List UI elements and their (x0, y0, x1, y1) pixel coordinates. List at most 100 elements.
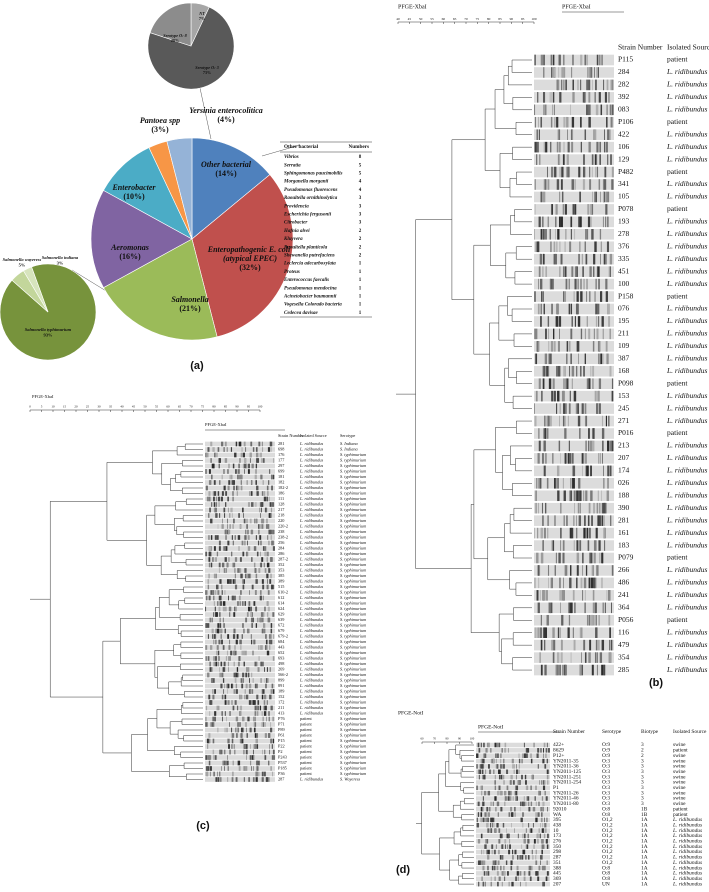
gel-band (256, 738, 258, 744)
gel-band (205, 469, 207, 474)
gel-band (208, 513, 210, 518)
gel-band (569, 241, 572, 253)
gel-band (258, 771, 260, 777)
gel-band (548, 353, 550, 365)
gel-band (589, 527, 591, 539)
gel-band (227, 595, 229, 601)
cell: L. ridibundus (666, 403, 708, 412)
panel-label: (b) (649, 677, 663, 689)
gel-band (527, 801, 530, 807)
gel-band (589, 291, 591, 302)
gel-band (593, 614, 595, 626)
gel-band (487, 871, 490, 876)
gel-band (478, 774, 481, 780)
gel-band (233, 518, 235, 524)
gel-lane (534, 328, 614, 340)
gel-band (553, 390, 556, 402)
gel-band (249, 755, 252, 760)
gel-band (584, 241, 586, 253)
gel-band (213, 771, 215, 777)
gel-band (513, 769, 515, 775)
gel-band (252, 617, 254, 623)
gel-band (562, 664, 564, 676)
cell: L. ridibundus (666, 565, 708, 574)
cell: 392 (618, 92, 630, 101)
gel-band (480, 806, 483, 812)
gel-band (231, 683, 234, 689)
cell: P22 (278, 743, 285, 748)
gel-band (549, 602, 553, 614)
table-cell: Kluyvera (283, 237, 303, 242)
gel-band (549, 229, 551, 240)
gel-band (233, 628, 236, 634)
gel-band (485, 748, 488, 753)
gel-band (590, 465, 591, 477)
gel-band (255, 777, 258, 782)
gel-band (234, 749, 236, 755)
gel-title: PFGE-XbaI (205, 422, 227, 427)
gel-band (254, 716, 256, 722)
gel-band (570, 216, 573, 228)
gel-band (571, 129, 574, 140)
gel-band (205, 623, 208, 628)
cell: L. ridibundus (672, 855, 702, 861)
cell: O:3 (602, 758, 610, 764)
cell: 1A (641, 855, 648, 861)
gel-band (543, 780, 545, 785)
gel-band (213, 502, 216, 507)
gel-band (209, 507, 211, 513)
gel-band (545, 748, 548, 753)
gel-band (609, 253, 613, 265)
gel-band (542, 378, 545, 389)
scale-label: 90 (458, 737, 462, 741)
gel-band (576, 527, 578, 539)
gel-band (497, 790, 499, 796)
gel-band (246, 612, 249, 617)
gel-band (272, 755, 276, 760)
gel-band (216, 755, 218, 760)
gel-band (264, 507, 266, 513)
gel-band (505, 860, 508, 865)
gel-band (224, 441, 227, 447)
gel-band (493, 769, 495, 775)
gel-band (516, 769, 517, 775)
cell: patient (667, 55, 688, 64)
gel-band (510, 806, 513, 812)
cell: L. ridibundus (666, 217, 708, 226)
gel-band (552, 378, 555, 389)
cell: 652 (278, 650, 284, 655)
gel-band (205, 656, 208, 661)
gel-band (611, 602, 612, 614)
gel-band (555, 552, 557, 564)
gel-band (269, 502, 272, 507)
gel-band (270, 623, 272, 628)
cell: S. typhimurium (340, 622, 366, 627)
gel-band (227, 634, 230, 639)
gel-band (514, 828, 515, 833)
gel-band (241, 634, 243, 639)
gel-band (209, 617, 212, 623)
gel-band (488, 769, 492, 775)
gel-band (502, 871, 505, 876)
cell: O:8 (602, 812, 610, 818)
gel-band (586, 278, 588, 290)
gel-band (553, 478, 556, 489)
gel-band (535, 353, 538, 365)
gel-band (543, 828, 544, 833)
gel-band (565, 79, 567, 91)
gel-band (267, 551, 269, 557)
gel-band (578, 540, 581, 551)
gel-band (226, 716, 227, 722)
gel-band (245, 766, 248, 771)
gel-band (580, 291, 583, 302)
cell: S. typhimurium (340, 523, 366, 528)
gel-band (251, 755, 255, 760)
cell: L. ridibundus (666, 466, 708, 475)
gel-band (535, 801, 537, 807)
gel-band (270, 766, 272, 771)
gel-band (571, 67, 573, 78)
gel-band (233, 595, 236, 601)
gel-band (580, 141, 582, 153)
gel-band (223, 546, 225, 551)
gel-lane (534, 79, 614, 91)
